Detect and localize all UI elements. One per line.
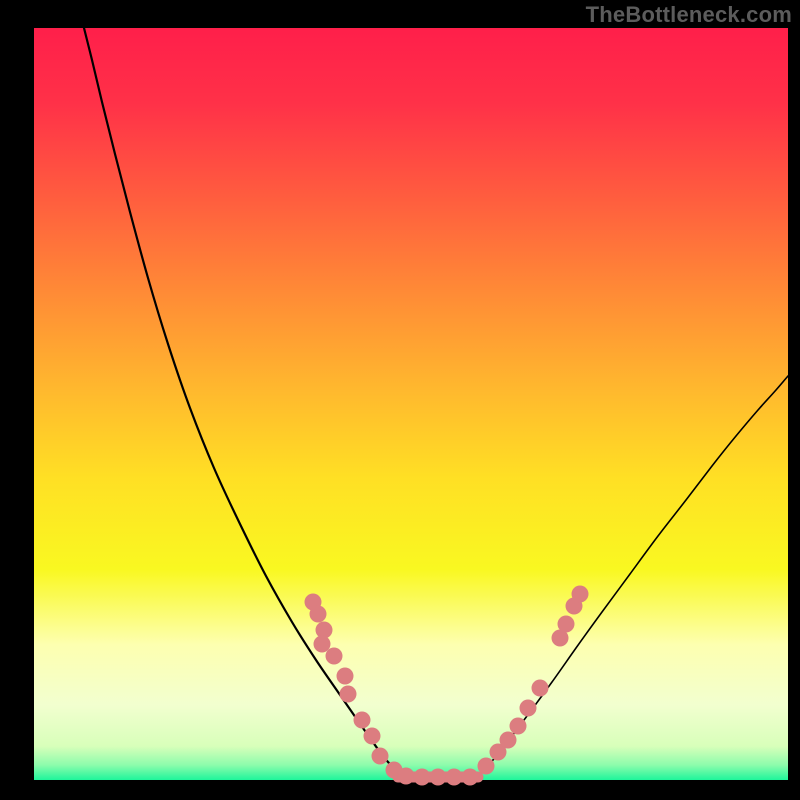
- plot-background: [34, 28, 788, 780]
- marker-dot: [340, 686, 357, 703]
- marker-dot: [510, 718, 527, 735]
- marker-dot: [354, 712, 371, 729]
- marker-dot: [364, 728, 381, 745]
- chart-stage: TheBottleneck.com: [0, 0, 800, 800]
- marker-dot: [532, 680, 549, 697]
- marker-dot: [326, 648, 343, 665]
- watermark-text: TheBottleneck.com: [586, 2, 792, 28]
- marker-dot: [462, 769, 479, 786]
- marker-dot: [572, 586, 589, 603]
- marker-dot: [520, 700, 537, 717]
- marker-dot: [310, 606, 327, 623]
- marker-dot: [314, 636, 331, 653]
- marker-dot: [398, 768, 415, 785]
- marker-dot: [500, 732, 517, 749]
- marker-dot: [478, 758, 495, 775]
- marker-dot: [430, 769, 447, 786]
- marker-dot: [558, 616, 575, 633]
- marker-dot: [446, 769, 463, 786]
- marker-dot: [337, 668, 354, 685]
- marker-dot: [372, 748, 389, 765]
- chart-svg: [0, 0, 800, 800]
- marker-dot: [414, 769, 431, 786]
